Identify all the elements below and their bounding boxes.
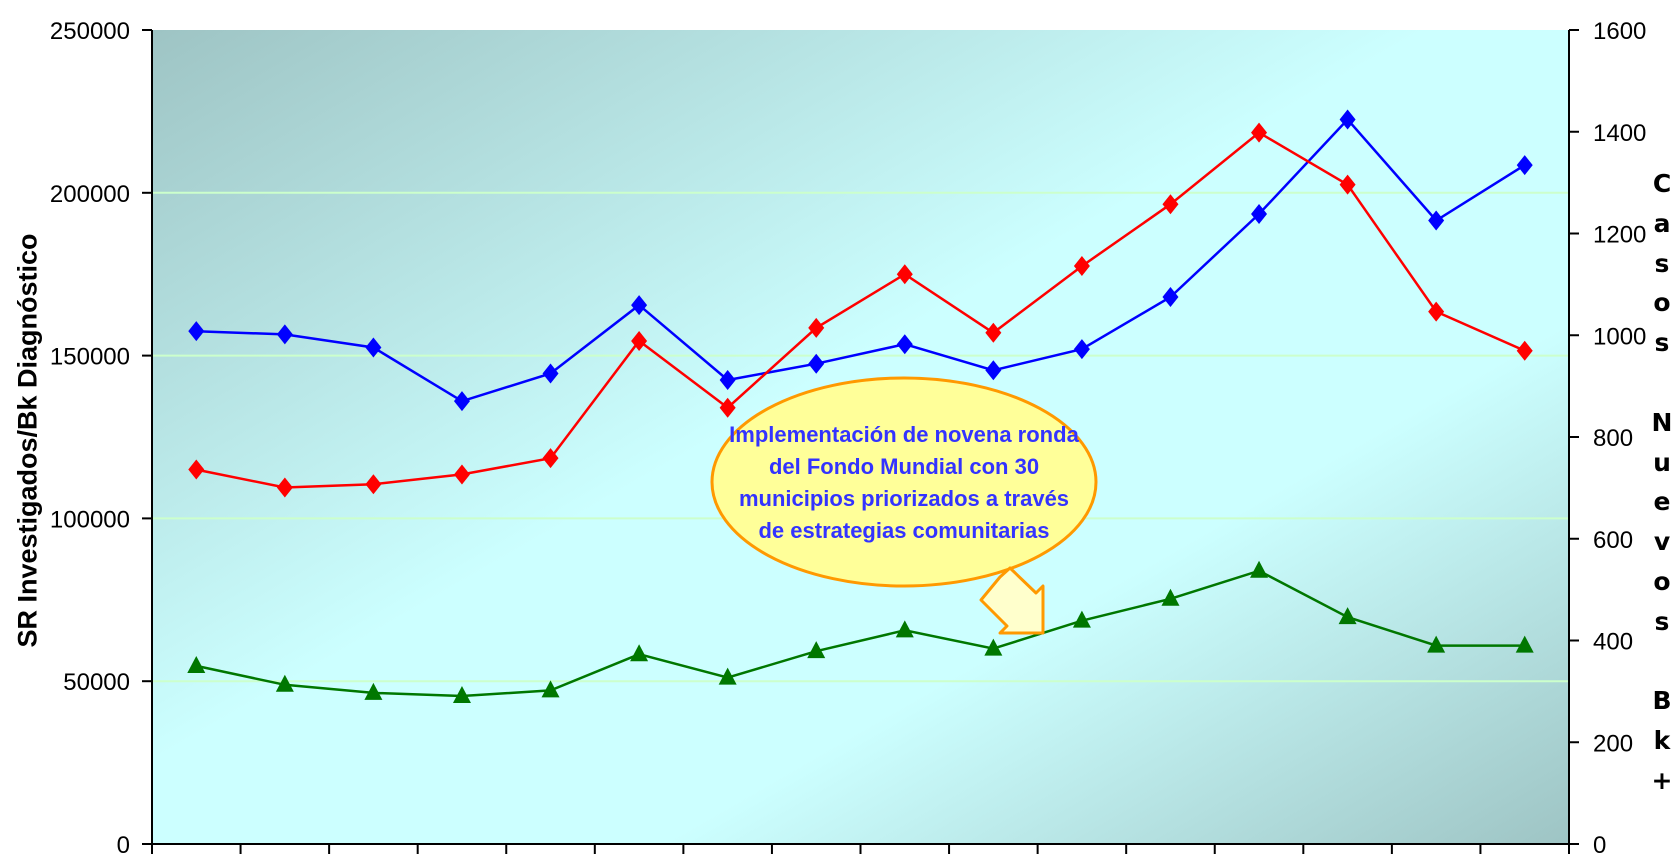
y-right-tick-label: 800 (1593, 425, 1633, 452)
data-point (1428, 210, 1445, 231)
data-point (985, 360, 1002, 381)
y-axis-right-label-char: e (1653, 487, 1671, 517)
data-point (807, 641, 826, 659)
series-0 (188, 109, 1533, 412)
y-axis-right-label-char: s (1654, 328, 1670, 358)
y-right-tick-label: 200 (1593, 730, 1633, 757)
y-right-tick-label: 1200 (1593, 222, 1646, 249)
y-axis-right-label-char: C (1652, 169, 1672, 198)
callout-text: Implementación de novena ronda del Fondo… (729, 421, 1079, 543)
data-point (985, 322, 1002, 343)
data-point (1516, 340, 1533, 361)
callout-ellipse (710, 376, 1098, 588)
y-axis-right-label-char: u (1653, 447, 1671, 477)
y-axis-right-label-char: s (1654, 606, 1670, 636)
callout-balloon (710, 376, 1098, 635)
y-axis-right-label-char: N (1651, 407, 1673, 437)
data-point (1073, 256, 1090, 277)
data-point (452, 685, 471, 703)
y-right-tick-label: 400 (1593, 629, 1633, 656)
y-axis-right-label-char: o (1653, 566, 1671, 596)
y-axis-right-label-char: + (1651, 765, 1673, 795)
y-left-tick-label: 200000 (50, 181, 130, 208)
y-right-ticks: 0 200 400 600 800 1000 1200 1400 1600 (1569, 18, 1646, 854)
data-point (1339, 109, 1356, 130)
y-left-tick-label: 150000 (50, 344, 130, 371)
y-left-tick-label: 250000 (50, 18, 130, 45)
data-point (453, 464, 470, 485)
data-point (808, 317, 825, 338)
series-line (196, 569, 1525, 698)
data-point (1251, 122, 1268, 143)
data-point (1338, 607, 1357, 625)
data-point (187, 655, 206, 673)
y-right-tick-label: 1000 (1593, 323, 1646, 350)
y-axis-right-label-space (1648, 642, 1676, 682)
data-point (718, 667, 737, 685)
data-point (1073, 339, 1090, 360)
data-point (453, 391, 470, 412)
y-axis-right-label-char: B (1652, 686, 1672, 716)
y-left-tick-label: 100000 (50, 506, 130, 533)
data-point (1515, 635, 1534, 653)
data-point (631, 295, 648, 316)
y-axis-right-label-char: o (1653, 288, 1671, 318)
y-axis-left-label: SR Investigados/Bk Diagnóstico (12, 232, 43, 648)
data-point (1162, 286, 1179, 307)
data-point (276, 324, 293, 345)
data-point (541, 680, 560, 698)
series-line (196, 131, 1526, 489)
data-point (188, 321, 205, 342)
data-point (364, 682, 383, 700)
data-point (719, 370, 736, 391)
y-axis-right-label-char: k (1653, 726, 1671, 756)
data-point (1428, 301, 1445, 322)
data-point (1162, 194, 1179, 215)
data-point (275, 674, 294, 692)
y-axis-right-label-char: a (1653, 208, 1671, 238)
series-2 (187, 560, 1534, 703)
data-point (896, 264, 913, 285)
data-point (896, 334, 913, 355)
y-right-tick-label: 0 (1593, 832, 1606, 854)
y-left-tick-label: 0 (117, 832, 130, 854)
data-point (631, 330, 648, 351)
y-right-tick-label: 600 (1593, 527, 1633, 554)
y-axis-right-label-space (1648, 363, 1676, 403)
data-point (895, 620, 914, 638)
series-layer (187, 109, 1534, 703)
callout-arrow (979, 566, 1045, 635)
data-point (1250, 560, 1269, 578)
data-point (1161, 588, 1180, 606)
data-point (1339, 174, 1356, 195)
data-point (365, 474, 382, 495)
data-point (630, 644, 649, 662)
data-point (1427, 635, 1446, 653)
y-axis-right-label-char: v (1653, 527, 1671, 557)
data-point (276, 477, 293, 498)
data-point (542, 363, 559, 384)
series-line (196, 117, 1526, 403)
y-right-tick-label: 1400 (1593, 120, 1646, 147)
y-left-tick-label: 50000 (63, 669, 130, 696)
y-left-ticks: 0 50000 100000 150000 200000 250000 (50, 18, 152, 854)
y-right-tick-label: 1600 (1593, 18, 1646, 45)
data-point (1516, 155, 1533, 176)
data-point (1072, 610, 1091, 628)
data-point (984, 638, 1003, 656)
data-point (808, 353, 825, 374)
data-point (188, 459, 205, 480)
data-point (542, 448, 559, 469)
data-point (1251, 203, 1268, 224)
data-point (719, 397, 736, 418)
y-axis-right-label-char: s (1654, 248, 1670, 278)
series-1 (188, 122, 1533, 498)
data-point (365, 337, 382, 358)
